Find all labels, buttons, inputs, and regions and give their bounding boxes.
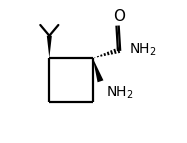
Polygon shape <box>93 58 103 82</box>
Text: NH$_2$: NH$_2$ <box>129 42 157 58</box>
Polygon shape <box>47 36 52 58</box>
Text: NH$_2$: NH$_2$ <box>106 85 134 101</box>
Text: O: O <box>113 9 125 24</box>
